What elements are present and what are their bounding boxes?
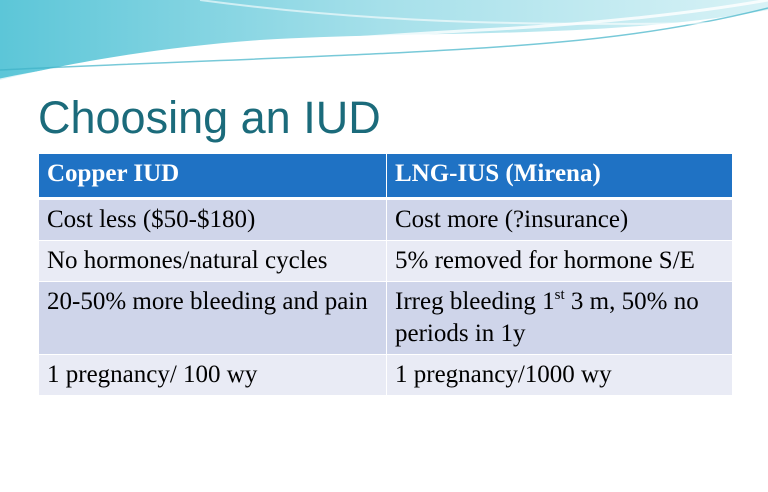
cell-text: 20-50% more bleeding and pain	[47, 288, 368, 315]
cell-text: Cost less ($50-$180)	[47, 206, 256, 233]
table-cell: Cost more (?insurance)	[386, 198, 733, 241]
table-cell: 5% removed for hormone S/E	[386, 240, 733, 282]
table-row: No hormones/natural cycles 5% removed for…	[38, 240, 733, 282]
table-row: Cost less ($50-$180) Cost more (?insuranc…	[38, 198, 733, 241]
table-cell: Irreg bleeding 1st 3 m, 50% no periods i…	[386, 281, 733, 355]
table-cell: 20-50% more bleeding and pain	[38, 281, 387, 355]
superscript: st	[554, 287, 565, 303]
table-row: 20-50% more bleeding and pain Irreg bleed…	[38, 281, 733, 355]
cell-text: 5% removed for hormone S/E	[395, 247, 695, 274]
wave-background	[0, 0, 768, 82]
table-cell: Cost less ($50-$180)	[38, 198, 387, 241]
header-row: Copper IUD LNG-IUS (Mirena)	[38, 153, 733, 200]
header-cell: Copper IUD	[38, 153, 387, 200]
table-cell: 1 pregnancy/1000 wy	[386, 354, 733, 396]
cell-text: 1 pregnancy/ 100 wy	[47, 361, 258, 388]
header-cell: LNG-IUS (Mirena)	[386, 153, 733, 200]
cell-text: 3 m, 50% no periods in 1y	[395, 288, 699, 347]
cell-text: No hormones/natural cycles	[47, 247, 328, 274]
table-row: 1 pregnancy/ 100 wy 1 pregnancy/1000 wy	[38, 354, 733, 396]
slide-title: Choosing an IUD	[38, 92, 381, 143]
cell-text: Irreg bleeding 1	[395, 288, 555, 315]
cell-text: Cost more (?insurance)	[395, 206, 629, 233]
table-cell: No hormones/natural cycles	[38, 240, 387, 282]
cell-text: 1 pregnancy/1000 wy	[395, 361, 612, 388]
table-cell: 1 pregnancy/ 100 wy	[38, 354, 387, 396]
comparison-table: Copper IUD LNG-IUS (Mirena) Cost less ($…	[38, 153, 733, 396]
